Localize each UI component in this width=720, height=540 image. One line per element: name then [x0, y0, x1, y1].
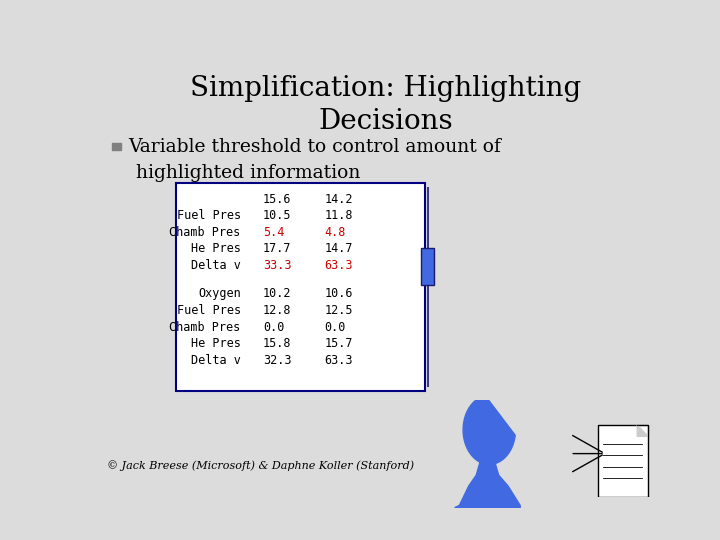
Text: Fuel Pres: Fuel Pres [176, 304, 240, 317]
Text: 0.0: 0.0 [263, 321, 284, 334]
Text: 5.4: 5.4 [263, 226, 284, 239]
Text: highlighted information: highlighted information [136, 164, 361, 182]
Text: 15.8: 15.8 [263, 338, 292, 350]
Text: 0.0: 0.0 [324, 321, 346, 334]
Text: Variable threshold to control amount of: Variable threshold to control amount of [128, 138, 501, 156]
Text: 11.8: 11.8 [324, 209, 353, 222]
Text: Delta v: Delta v [191, 259, 240, 272]
Text: Delta v: Delta v [191, 354, 240, 367]
Text: Decisions: Decisions [318, 109, 453, 136]
Text: Simplification: Highlighting: Simplification: Highlighting [190, 75, 581, 102]
Text: 12.8: 12.8 [263, 304, 292, 317]
Text: 32.3: 32.3 [263, 354, 292, 367]
Bar [176, 183, 425, 391]
Text: 14.2: 14.2 [324, 193, 353, 206]
Text: 15.7: 15.7 [324, 338, 353, 350]
Text: 10.6: 10.6 [324, 287, 353, 300]
Bar [421, 248, 433, 285]
Text: 10.5: 10.5 [263, 209, 292, 222]
Text: 17.7: 17.7 [263, 242, 292, 255]
Text: 14.7: 14.7 [324, 242, 353, 255]
Text: 33.3: 33.3 [263, 259, 292, 272]
Text: He Pres: He Pres [191, 242, 240, 255]
Text: 10.2: 10.2 [263, 287, 292, 300]
Text: He Pres: He Pres [191, 338, 240, 350]
Bar [598, 425, 648, 497]
Text: Chamb Pres: Chamb Pres [169, 226, 240, 239]
Text: 15.6: 15.6 [263, 193, 292, 206]
Text: Chamb Pres: Chamb Pres [169, 321, 240, 334]
Text: 4.8: 4.8 [324, 226, 346, 239]
Text: 12.5: 12.5 [324, 304, 353, 317]
Text: Fuel Pres: Fuel Pres [176, 209, 240, 222]
Text: 63.3: 63.3 [324, 354, 353, 367]
Polygon shape [637, 425, 648, 436]
Text: 156: 156 [608, 458, 631, 471]
Text: Oxygen: Oxygen [198, 287, 240, 300]
Text: 63.3: 63.3 [324, 259, 353, 272]
Bar [112, 144, 121, 150]
Text: © Jack Breese (Microsoft) & Daphne Koller (Stanford): © Jack Breese (Microsoft) & Daphne Kolle… [107, 461, 414, 471]
Polygon shape [463, 396, 516, 464]
Polygon shape [455, 462, 521, 508]
